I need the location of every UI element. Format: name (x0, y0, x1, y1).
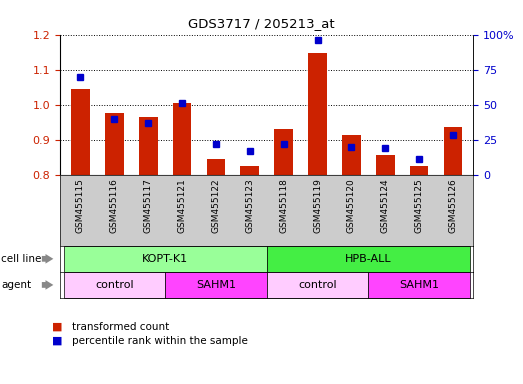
Text: ■: ■ (52, 336, 63, 346)
Text: GSM455115: GSM455115 (76, 178, 85, 233)
Text: transformed count: transformed count (72, 322, 169, 332)
Text: HPB-ALL: HPB-ALL (345, 254, 392, 264)
Text: percentile rank within the sample: percentile rank within the sample (72, 336, 248, 346)
Text: GSM455126: GSM455126 (449, 178, 458, 233)
Text: GSM455116: GSM455116 (110, 178, 119, 233)
Text: GSM455125: GSM455125 (415, 178, 424, 233)
Text: GSM455120: GSM455120 (347, 178, 356, 233)
Text: GSM455124: GSM455124 (381, 178, 390, 233)
Bar (368, 272, 470, 298)
Bar (308, 53, 327, 175)
Bar (63, 272, 165, 298)
Bar (275, 129, 293, 175)
Bar (105, 113, 123, 175)
Text: GSM455119: GSM455119 (313, 178, 322, 233)
Text: GSM455117: GSM455117 (144, 178, 153, 233)
Bar (267, 246, 470, 272)
Text: cell line: cell line (1, 254, 41, 264)
Text: GSM455122: GSM455122 (211, 178, 220, 233)
Bar (241, 166, 259, 175)
Bar (410, 166, 428, 175)
Bar (165, 272, 267, 298)
Text: ■: ■ (52, 322, 63, 332)
Bar (376, 156, 394, 175)
Bar (63, 246, 267, 272)
Text: control: control (298, 280, 337, 290)
Bar (267, 272, 368, 298)
Text: control: control (95, 280, 134, 290)
Text: agent: agent (1, 280, 31, 290)
Text: SAHM1: SAHM1 (196, 280, 236, 290)
Text: GSM455123: GSM455123 (245, 178, 254, 233)
Bar (71, 89, 90, 175)
Text: GSM455118: GSM455118 (279, 178, 288, 233)
Bar (444, 127, 462, 175)
Bar (173, 103, 191, 175)
Bar (342, 135, 361, 175)
Text: GSM455121: GSM455121 (178, 178, 187, 233)
Bar (207, 159, 225, 175)
Bar (139, 117, 157, 175)
Text: KOPT-K1: KOPT-K1 (142, 254, 188, 264)
Text: SAHM1: SAHM1 (399, 280, 439, 290)
Text: GDS3717 / 205213_at: GDS3717 / 205213_at (188, 17, 335, 30)
